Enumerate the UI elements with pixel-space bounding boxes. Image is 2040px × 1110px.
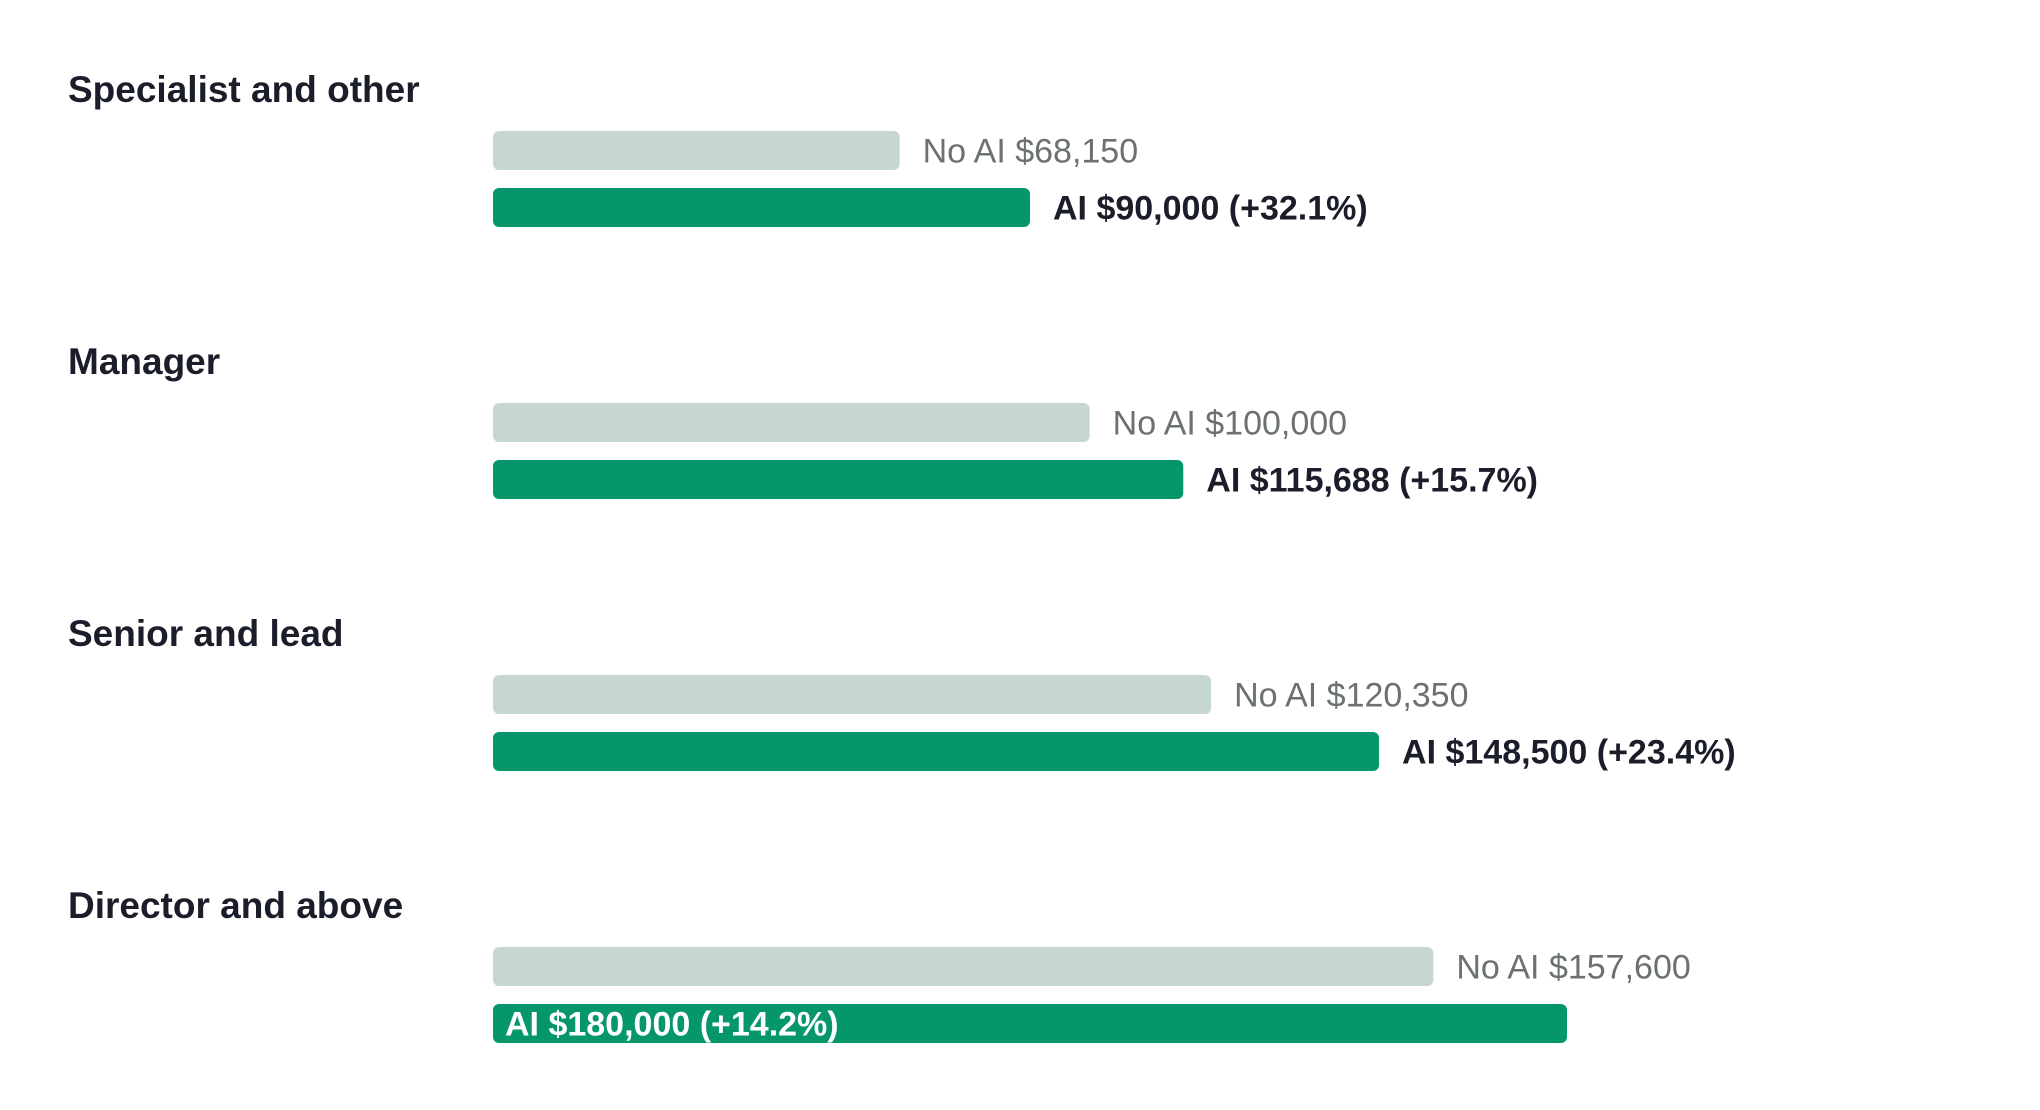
bar-no-ai [493, 403, 1090, 442]
data-label-ai: AI $148,500 (+23.4%) [1402, 734, 1736, 772]
data-label-ai: AI $115,688 (+15.7%) [1206, 462, 1538, 500]
data-label-no-ai: No AI $100,000 [1113, 405, 1347, 443]
bar-ai [493, 1004, 1567, 1043]
group-specialist-and-other: Specialist and other No AI $68,150 AI $90,… [68, 69, 1368, 228]
category-label: Manager [68, 341, 220, 382]
data-label-ai: AI $90,000 (+32.1%) [1053, 190, 1368, 228]
bar-ai [493, 460, 1184, 499]
bar-no-ai [493, 131, 900, 170]
data-label-no-ai: No AI $68,150 [923, 133, 1139, 171]
group-manager: Manager No AI $100,000 AI $115,688 (+15.7%… [68, 341, 1538, 500]
group-director-and-above: Director and above No AI $157,600 AI $180,… [68, 885, 1691, 1044]
category-label: Specialist and other [68, 69, 420, 110]
bar-ai [493, 732, 1380, 771]
category-label: Senior and lead [68, 613, 344, 654]
data-label-ai: AI $180,000 (+14.2%) [505, 1006, 839, 1044]
bar-no-ai [493, 947, 1434, 986]
data-label-no-ai: No AI $120,350 [1234, 677, 1468, 715]
data-label-no-ai: No AI $157,600 [1456, 949, 1690, 987]
category-label: Director and above [68, 885, 403, 926]
group-senior-and-lead: Senior and lead No AI $120,350 AI $148,500… [68, 613, 1736, 772]
bar-no-ai [493, 675, 1212, 714]
bar-ai [493, 188, 1030, 227]
